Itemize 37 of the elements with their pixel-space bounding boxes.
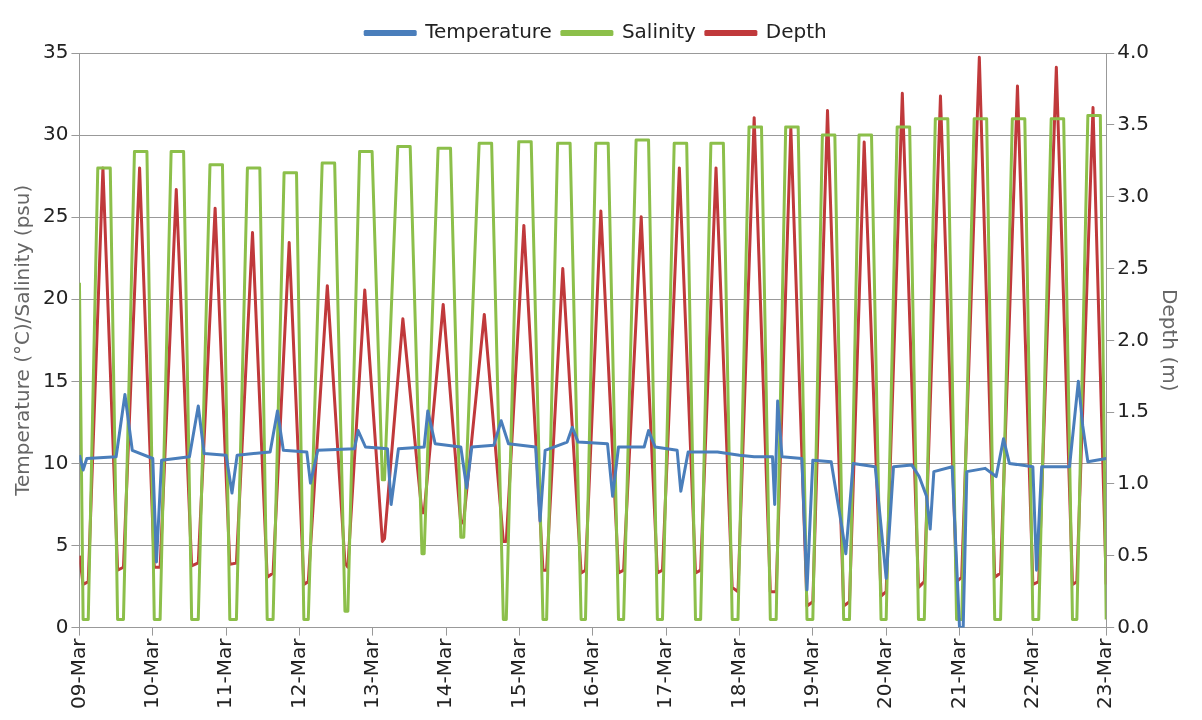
y2-tick-label: 1.0 [1117, 470, 1150, 495]
y-tick-label: 5 [55, 531, 69, 556]
legend-label: Salinity [621, 19, 697, 44]
legend-label: Depth [765, 19, 827, 44]
y-tick-label: 10 [43, 449, 69, 474]
x-tick-label: 23-Mar [1092, 637, 1117, 710]
y-tick-label: 15 [43, 367, 69, 392]
y2-tick-label: 4.0 [1117, 39, 1150, 64]
y-tick-label: 35 [43, 39, 69, 64]
x-tick-label: 11-Mar [212, 637, 237, 710]
y2-tick-label: 0.5 [1117, 541, 1150, 566]
x-tick-label: 15-Mar [505, 637, 530, 710]
y-tick-label: 0 [55, 613, 69, 638]
y2-tick-label: 3.0 [1117, 182, 1150, 207]
x-tick-label: 16-Mar [579, 637, 604, 710]
x-tick-label: 21-Mar [945, 637, 970, 710]
y-tick-label: 30 [43, 121, 69, 146]
x-tick-label: 13-Mar [359, 637, 384, 710]
y-tick-label: 20 [43, 285, 69, 310]
x-tick-label: 09-Mar [65, 637, 90, 710]
y2-tick-label: 1.5 [1117, 398, 1150, 423]
y2-axis-title: Depth (m) [1157, 289, 1182, 392]
y-axis-title: Temperature (°C)/Salinity (psu) [10, 184, 35, 497]
y2-tick-label: 2.5 [1117, 254, 1150, 279]
legend-label: Temperature [424, 19, 552, 44]
x-tick-label: 17-Mar [652, 637, 677, 710]
x-tick-label: 20-Mar [872, 637, 897, 710]
y2-tick-label: 2.0 [1117, 326, 1150, 351]
y-tick-label: 25 [43, 203, 69, 228]
x-tick-label: 12-Mar [285, 637, 310, 710]
x-tick-label: 14-Mar [432, 637, 457, 710]
x-tick-label: 22-Mar [1019, 637, 1044, 710]
x-tick-label: 19-Mar [799, 637, 824, 710]
x-tick-label: 18-Mar [725, 637, 750, 710]
y2-tick-label: 0.0 [1117, 613, 1150, 638]
y2-tick-label: 3.5 [1117, 111, 1150, 136]
x-tick-label: 10-Mar [138, 637, 163, 710]
